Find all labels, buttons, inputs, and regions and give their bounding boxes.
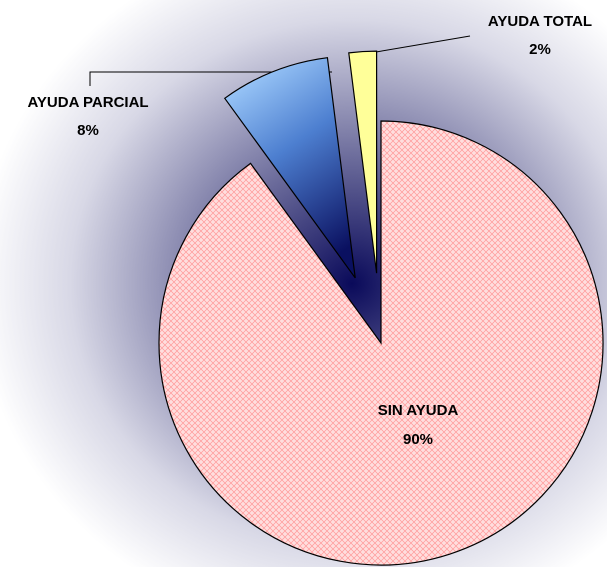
slice-label: AYUDA PARCIAL [27, 94, 148, 111]
slice-value-label: 90% [403, 431, 433, 448]
pie-slice [158, 120, 604, 566]
pie-slice [348, 50, 378, 274]
slice-value-label: 8% [77, 122, 99, 139]
slice-label: SIN AYUDA [378, 402, 459, 419]
pie [158, 50, 604, 566]
leader-line [375, 35, 471, 53]
leader-line [89, 71, 332, 86]
pie-slice [223, 56, 356, 279]
slice-label: AYUDA TOTAL [488, 13, 592, 30]
slice-value-label: 2% [529, 41, 551, 58]
labels: SIN AYUDA 90% AYUDA PARCIAL 8% AYUDA TOTAL 2% [27, 13, 592, 448]
